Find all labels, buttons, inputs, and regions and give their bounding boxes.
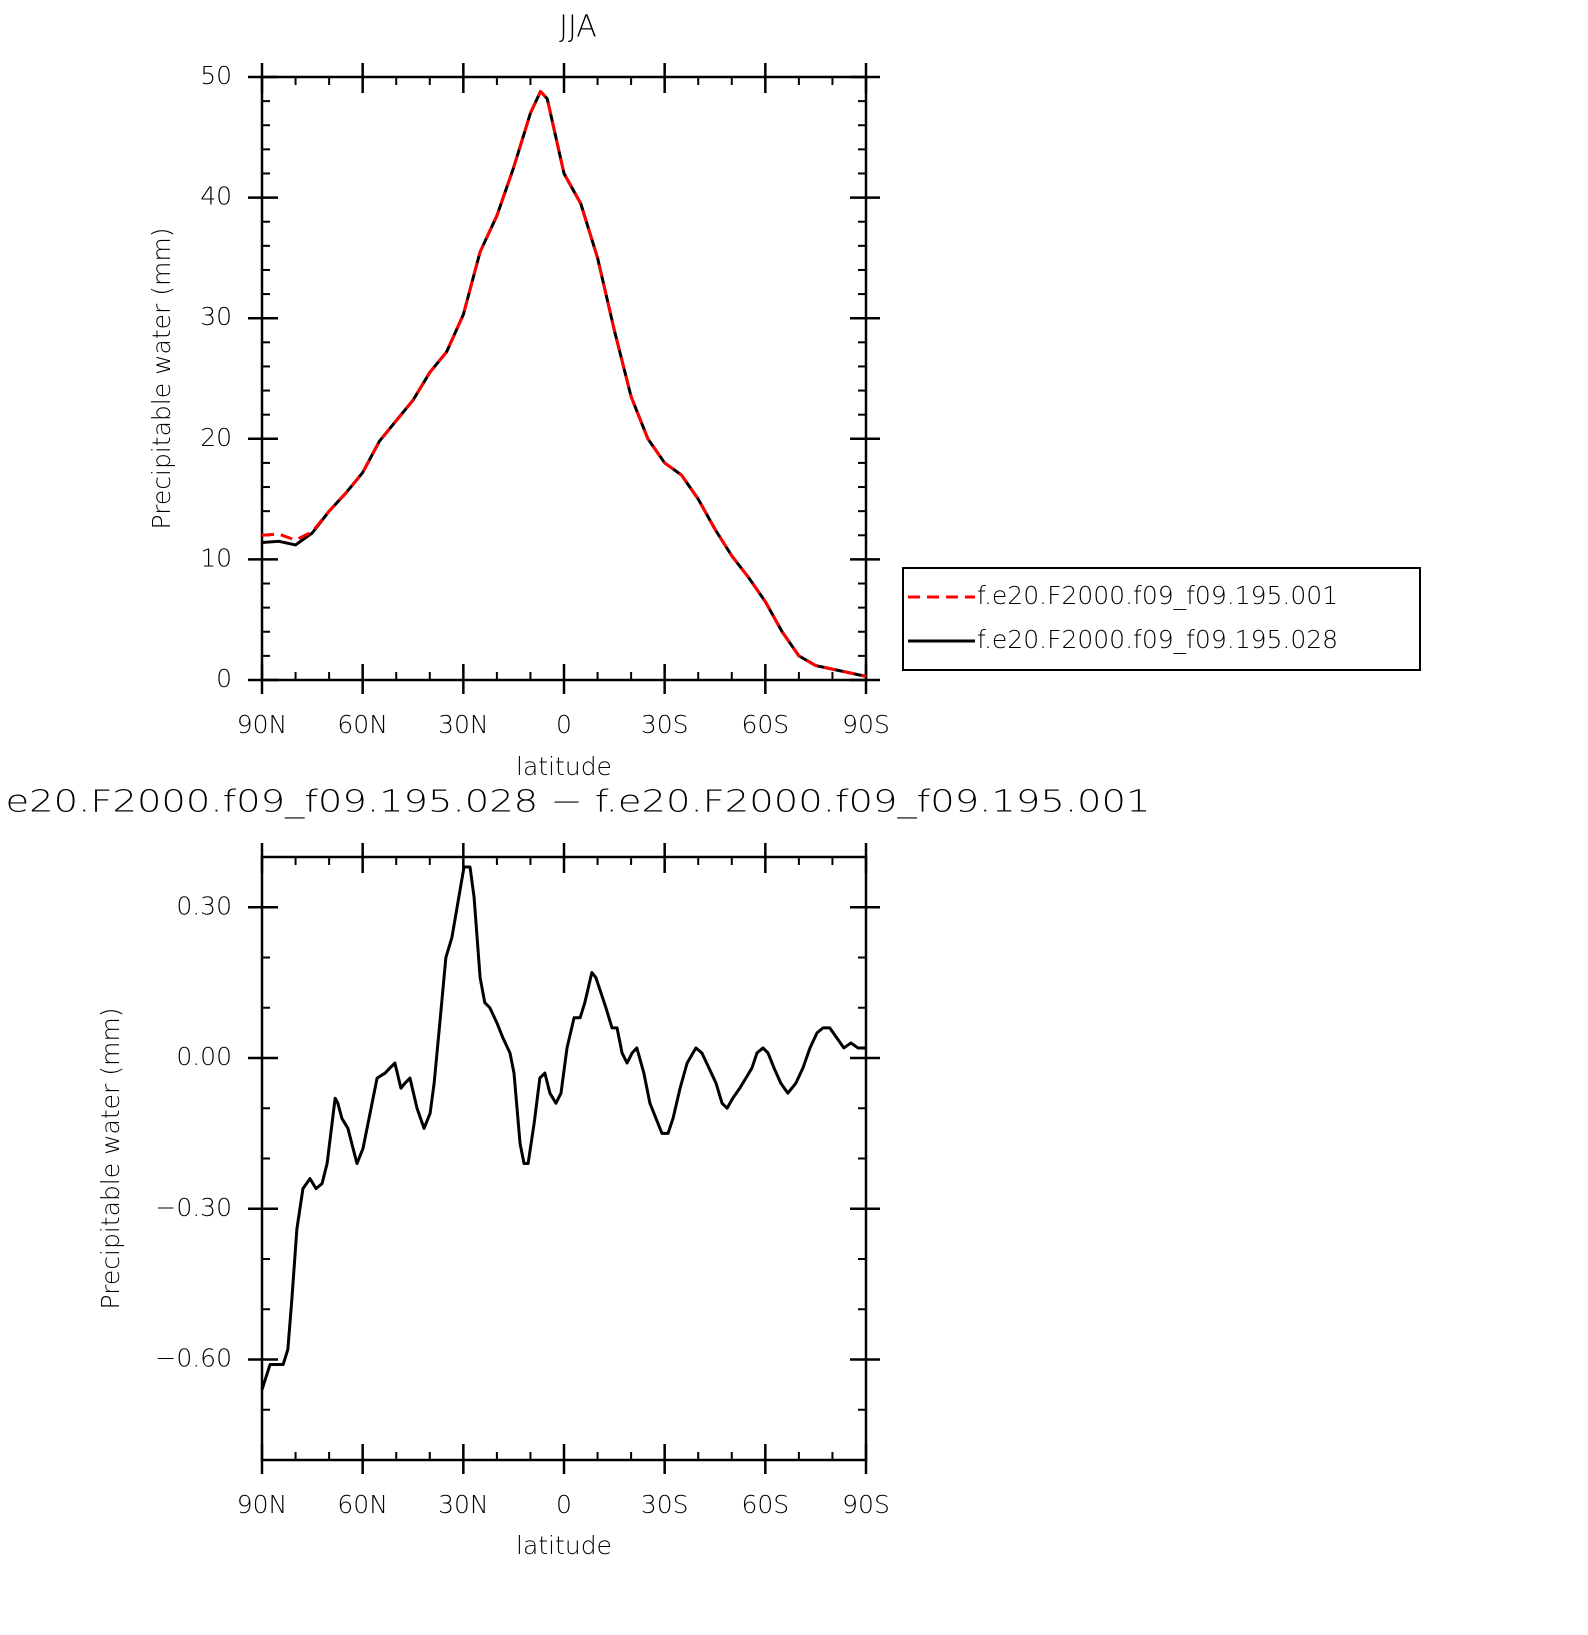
- y-tick-label: 0.00: [176, 1042, 232, 1071]
- x-tick-label: 60N: [337, 710, 388, 739]
- y-tick-label: 40: [200, 182, 232, 211]
- y-tick-label: 30: [200, 302, 232, 331]
- y-tick-label: 10: [200, 543, 232, 572]
- series-line: [260, 865, 866, 1391]
- x-tick-label: 30N: [438, 1490, 489, 1519]
- chart-title: JJA: [559, 10, 597, 45]
- x-axis-label: latitude: [516, 1531, 612, 1560]
- y-axis-label: Precipitable water (mm): [96, 1008, 125, 1310]
- legend-label: f.e20.F2000.f09_f09.195.001: [977, 581, 1338, 610]
- y-tick-label: 0: [216, 664, 232, 693]
- series-line: [261, 89, 867, 678]
- y-tick-label: 50: [200, 61, 232, 90]
- x-tick-label: 90S: [842, 710, 890, 739]
- x-tick-label: 0: [556, 1490, 572, 1519]
- series-line: [261, 89, 867, 678]
- x-axis-label: latitude: [516, 752, 612, 781]
- chart-title: e20.F2000.f09_f09.195.028 − f.e20.F2000.…: [6, 785, 1151, 820]
- plot-frame: [260, 75, 868, 682]
- x-tick-label: 90N: [237, 710, 288, 739]
- legend-box: [902, 567, 1421, 671]
- plot-frame: [260, 855, 868, 1462]
- x-tick-label: 30S: [641, 710, 689, 739]
- x-tick-label: 90N: [237, 1490, 288, 1519]
- x-tick-label: 60N: [337, 1490, 388, 1519]
- x-tick-label: 60S: [741, 1490, 789, 1519]
- x-tick-label: 30N: [438, 710, 489, 739]
- x-tick-label: 90S: [842, 1490, 890, 1519]
- y-tick-label: −0.30: [155, 1193, 232, 1222]
- legend-label: f.e20.F2000.f09_f09.195.028: [977, 625, 1338, 654]
- y-axis-label: Precipitable water (mm): [147, 228, 176, 530]
- y-tick-label: −0.60: [155, 1344, 232, 1373]
- x-tick-label: 0: [556, 710, 572, 739]
- x-tick-label: 30S: [641, 1490, 689, 1519]
- y-tick-label: 0.30: [176, 891, 232, 920]
- x-tick-label: 60S: [741, 710, 789, 739]
- y-tick-label: 20: [200, 423, 232, 452]
